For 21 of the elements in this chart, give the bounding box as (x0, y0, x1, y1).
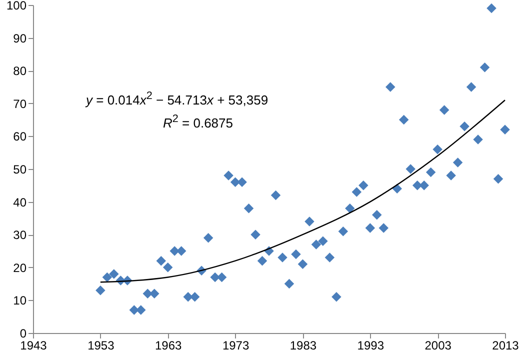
x-tick-label: 2003 (424, 338, 452, 352)
y-tick-label: 100 (6, 0, 27, 12)
y-tick-label: 70 (13, 96, 27, 111)
y-tick-label: 20 (13, 260, 27, 275)
y-tick-label: 40 (13, 195, 27, 210)
x-tick-label: 1993 (357, 338, 384, 352)
x-tick-label: 1983 (290, 338, 317, 352)
annotation: y = 0.014x$^{2}$ − 54.713x + 53,359 (86, 90, 268, 108)
annotation: R$^{2}$ = 0.6875 (163, 113, 233, 130)
y-tick-label: 0 (20, 326, 27, 340)
x-tick-label: 1943 (20, 338, 48, 352)
x-tick-label: 1963 (155, 338, 182, 352)
y-tick-label: 90 (13, 31, 27, 46)
x-tick-label: 2013 (492, 338, 520, 352)
y-tick-label: 50 (13, 162, 27, 176)
x-tick-label: 1953 (88, 338, 115, 352)
x-tick-label: 1973 (222, 338, 250, 352)
y-tick-label: 30 (13, 228, 27, 242)
y-tick-label: 60 (13, 130, 27, 144)
y-tick-label: 10 (13, 294, 27, 308)
y-tick-label: 80 (13, 64, 27, 78)
